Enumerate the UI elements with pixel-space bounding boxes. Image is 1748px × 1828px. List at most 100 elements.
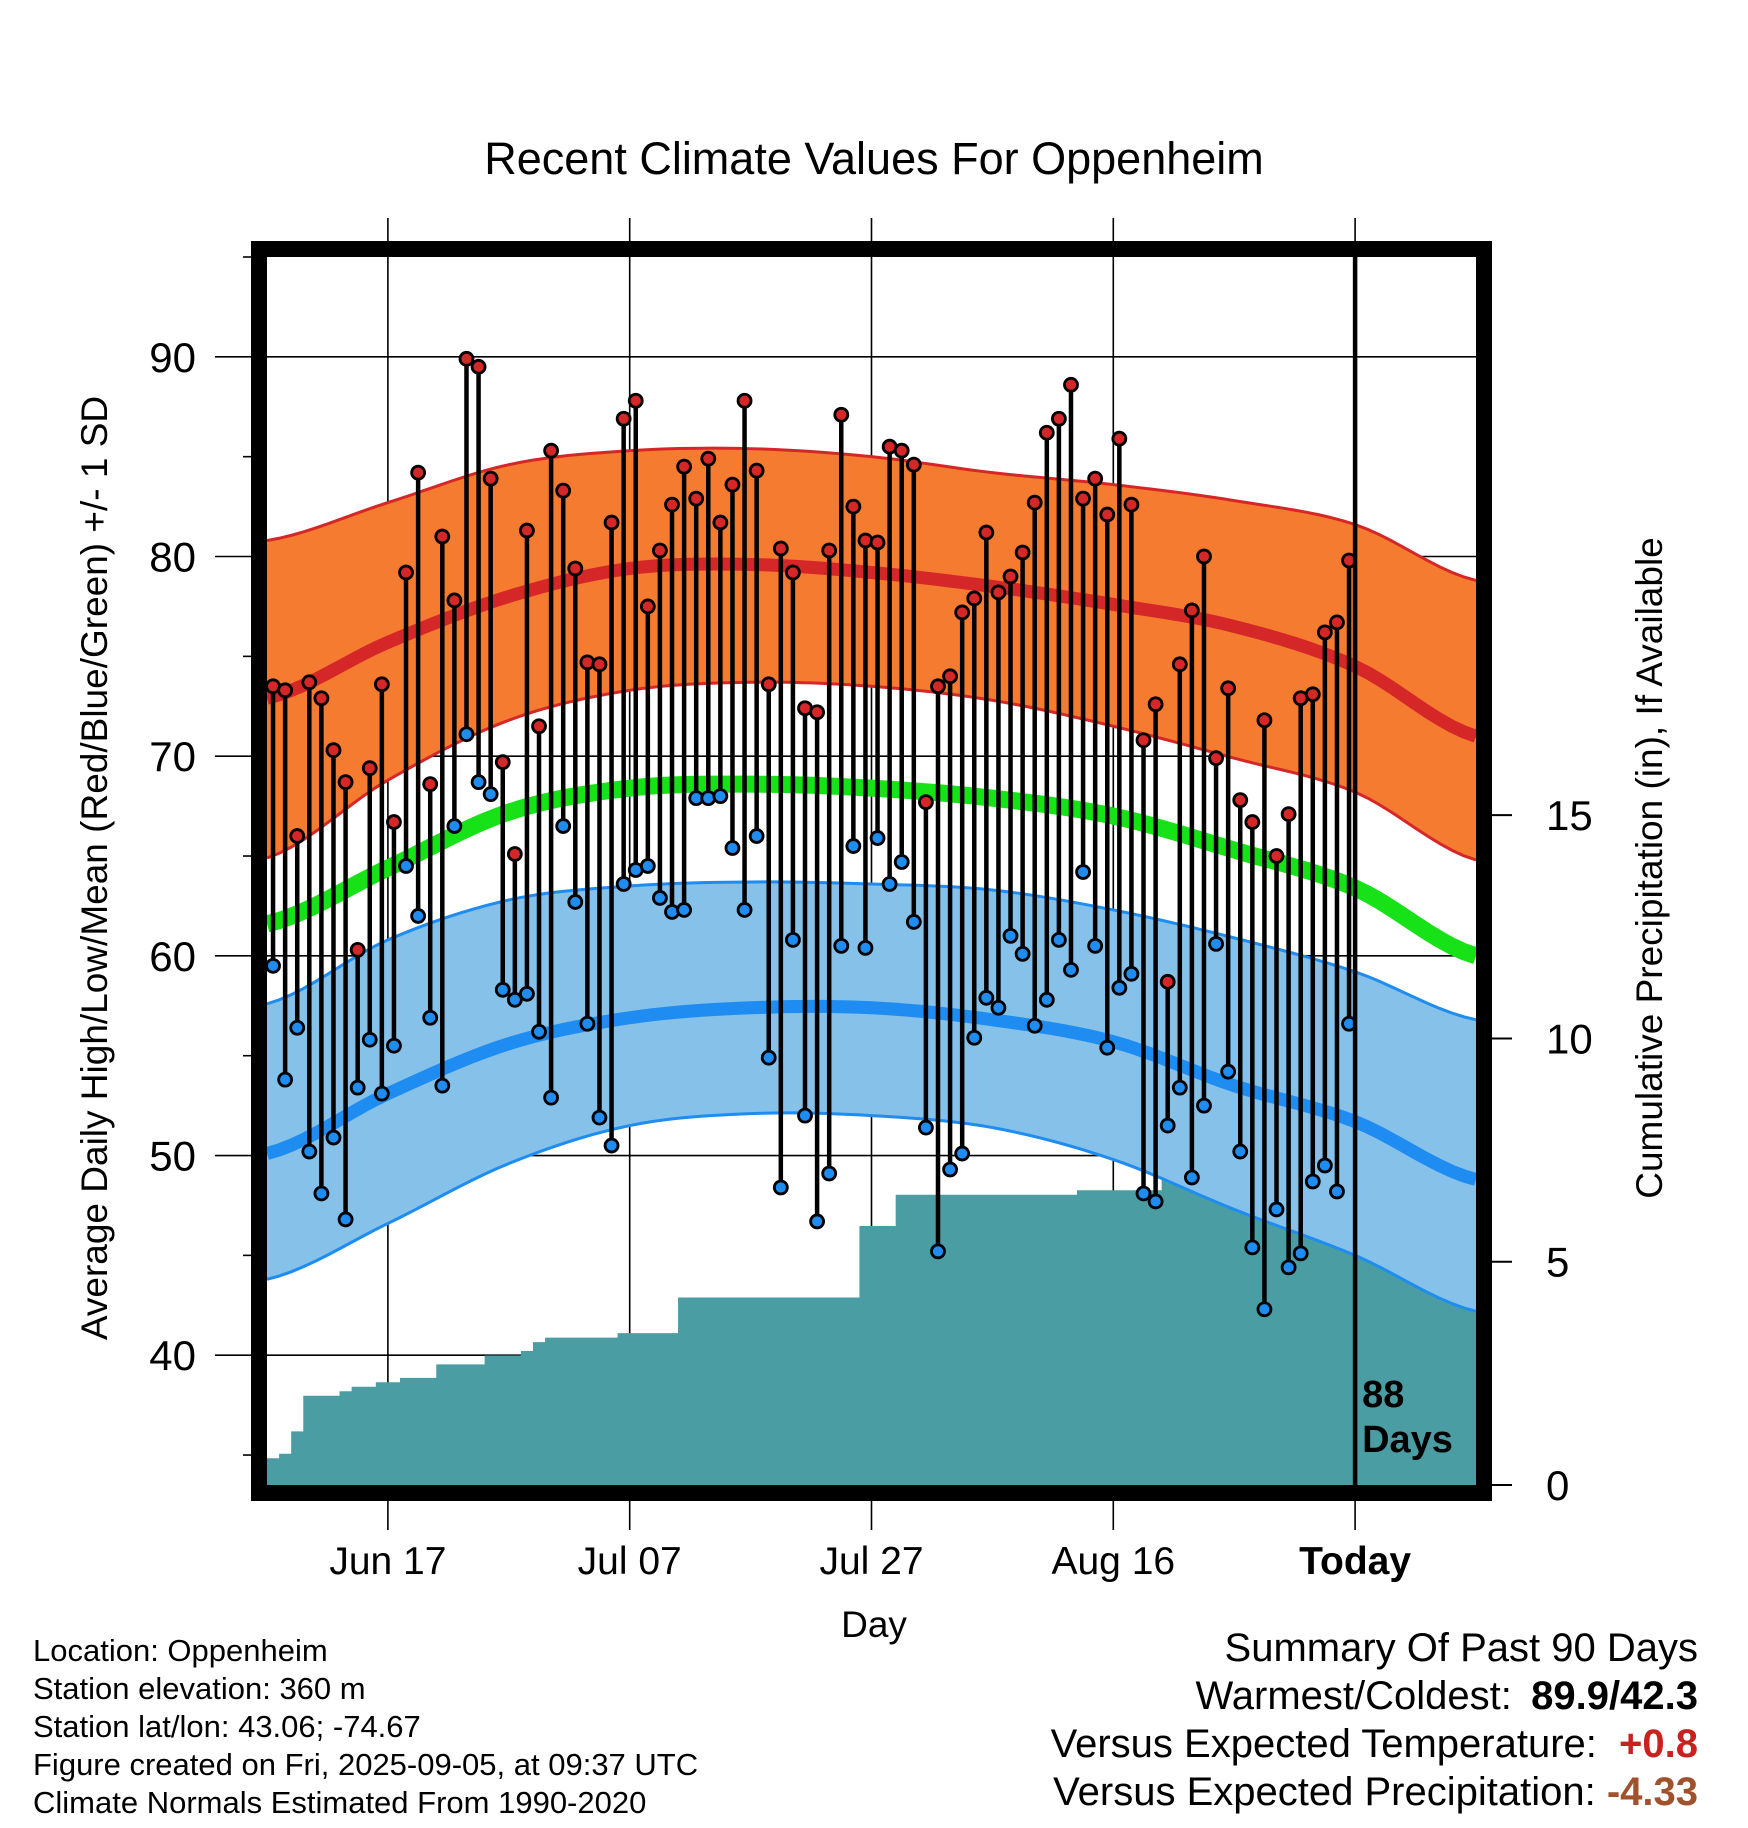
station-elevation: Station elevation: 360 m: [33, 1671, 366, 1706]
daily-low-point: [978, 989, 995, 1006]
summary-warmest-coldest: Warmest/Coldest: 89.9/42.3: [1051, 1672, 1699, 1720]
daily-high-point: [676, 458, 693, 475]
y2-tick-label: 10: [1546, 1015, 1593, 1062]
daily-low-point: [1123, 965, 1140, 982]
daily-low-point: [1099, 1039, 1116, 1056]
warmest-coldest-label: Warmest/Coldest:: [1195, 1674, 1512, 1718]
daily-high-point: [1026, 494, 1043, 511]
low-sd-band-lower-edge: [267, 1111, 1476, 1313]
daily-high-point: [821, 542, 838, 559]
daily-high-point: [1256, 712, 1273, 729]
daily-points: [267, 350, 1357, 1318]
daily-low-point: [446, 818, 463, 834]
daily-high-point: [688, 490, 705, 507]
daily-low-point: [652, 890, 668, 906]
precip-departure-label: Versus Expected Precipitation:: [1053, 1770, 1596, 1814]
x-tick-label: Aug 16: [1051, 1540, 1175, 1583]
daily-high-point: [337, 774, 354, 791]
daily-high-point: [942, 668, 958, 685]
daily-bars: [270, 358, 1352, 1310]
daily-high-point: [664, 496, 680, 513]
daily-high-point: [615, 410, 632, 427]
summary-heading: Summary Of Past 90 Days: [1224, 1626, 1698, 1670]
daily-high-point: [869, 534, 886, 551]
daily-high-point: [1329, 614, 1345, 631]
daily-high-point: [700, 450, 717, 467]
daily-high-point: [1099, 506, 1116, 523]
daily-low-point: [785, 931, 801, 948]
high-sd-band: [267, 448, 1476, 861]
daily-low-point: [531, 1023, 547, 1040]
daily-low-point: [772, 1179, 789, 1196]
daily-low-point: [748, 828, 765, 844]
daily-low-point: [893, 854, 910, 870]
daily-high-point: [1002, 568, 1019, 585]
daily-low-point: [615, 876, 632, 892]
daily-high-point: [918, 794, 934, 811]
daily-low-point: [942, 1161, 958, 1178]
daily-high-point: [712, 514, 729, 531]
daily-low-point: [1075, 864, 1091, 880]
daily-high-point: [1280, 806, 1297, 822]
daily-high-point: [531, 718, 547, 735]
daily-low-point: [1208, 935, 1224, 952]
daily-low-point: [1220, 1063, 1237, 1080]
daily-high-point: [277, 682, 294, 699]
daily-high-point: [410, 464, 427, 481]
daily-low-point: [1329, 1183, 1345, 1200]
daily-high-point: [978, 524, 995, 541]
daily-low-point: [289, 1019, 306, 1036]
daily-high-point: [506, 846, 523, 862]
daily-high-point: [1014, 544, 1031, 561]
daily-low-point: [1063, 961, 1079, 978]
daily-low-point: [349, 1079, 366, 1096]
daily-low-point: [1002, 927, 1019, 944]
daily-high-point: [555, 482, 572, 499]
daily-low-point: [494, 981, 511, 998]
daily-low-point: [1268, 1201, 1285, 1218]
daily-high-point: [1183, 602, 1200, 619]
daily-high-point: [833, 406, 850, 423]
daily-low-point: [676, 902, 693, 918]
y2-tick-label: 5: [1546, 1239, 1569, 1286]
daily-high-point: [386, 814, 402, 830]
daily-high-point: [1135, 732, 1152, 749]
daily-high-point: [1208, 750, 1224, 767]
daily-high-point: [1244, 814, 1261, 830]
y-tick-label: 50: [149, 1133, 196, 1180]
daily-low-point: [809, 1213, 825, 1230]
daily-high-point: [639, 598, 656, 615]
daily-low-point: [1147, 1193, 1164, 1210]
summary-precipitation: Versus Expected Precipitation: -4.33: [1051, 1768, 1698, 1816]
daily-low-point: [373, 1085, 390, 1102]
precip-departure-value: -4.33: [1606, 1770, 1698, 1814]
daily-low-point: [1304, 1173, 1321, 1190]
y-axis-right: 0 5 10 15: [1492, 792, 1593, 1509]
today-days-count: 88: [1362, 1374, 1404, 1416]
daily-low-point: [1026, 1017, 1043, 1034]
daily-low-point: [506, 991, 523, 1008]
daily-high-point: [990, 584, 1007, 601]
daily-high-point: [458, 350, 475, 367]
daily-low-point: [1280, 1259, 1297, 1276]
daily-high-point: [760, 676, 777, 693]
daily-high-point: [1038, 424, 1055, 441]
daily-low-point: [1014, 945, 1031, 962]
daily-low-point: [1111, 979, 1128, 996]
daily-low-point: [990, 999, 1007, 1016]
daily-low-point: [881, 876, 898, 892]
daily-high-point: [422, 776, 439, 793]
x-tick-label: Jun 17: [329, 1540, 446, 1583]
daily-high-point: [1087, 470, 1104, 487]
daily-low-point: [869, 830, 886, 846]
daily-low-point: [603, 1137, 620, 1154]
daily-low-point: [470, 774, 487, 791]
daily-high-point: [301, 674, 318, 691]
daily-high-point: [809, 704, 825, 721]
daily-low-point: [736, 902, 753, 918]
daily-high-point: [930, 678, 946, 695]
daily-low-point: [1292, 1245, 1309, 1262]
x-axis-label: Day: [841, 1604, 907, 1645]
daily-low-point: [833, 937, 850, 954]
